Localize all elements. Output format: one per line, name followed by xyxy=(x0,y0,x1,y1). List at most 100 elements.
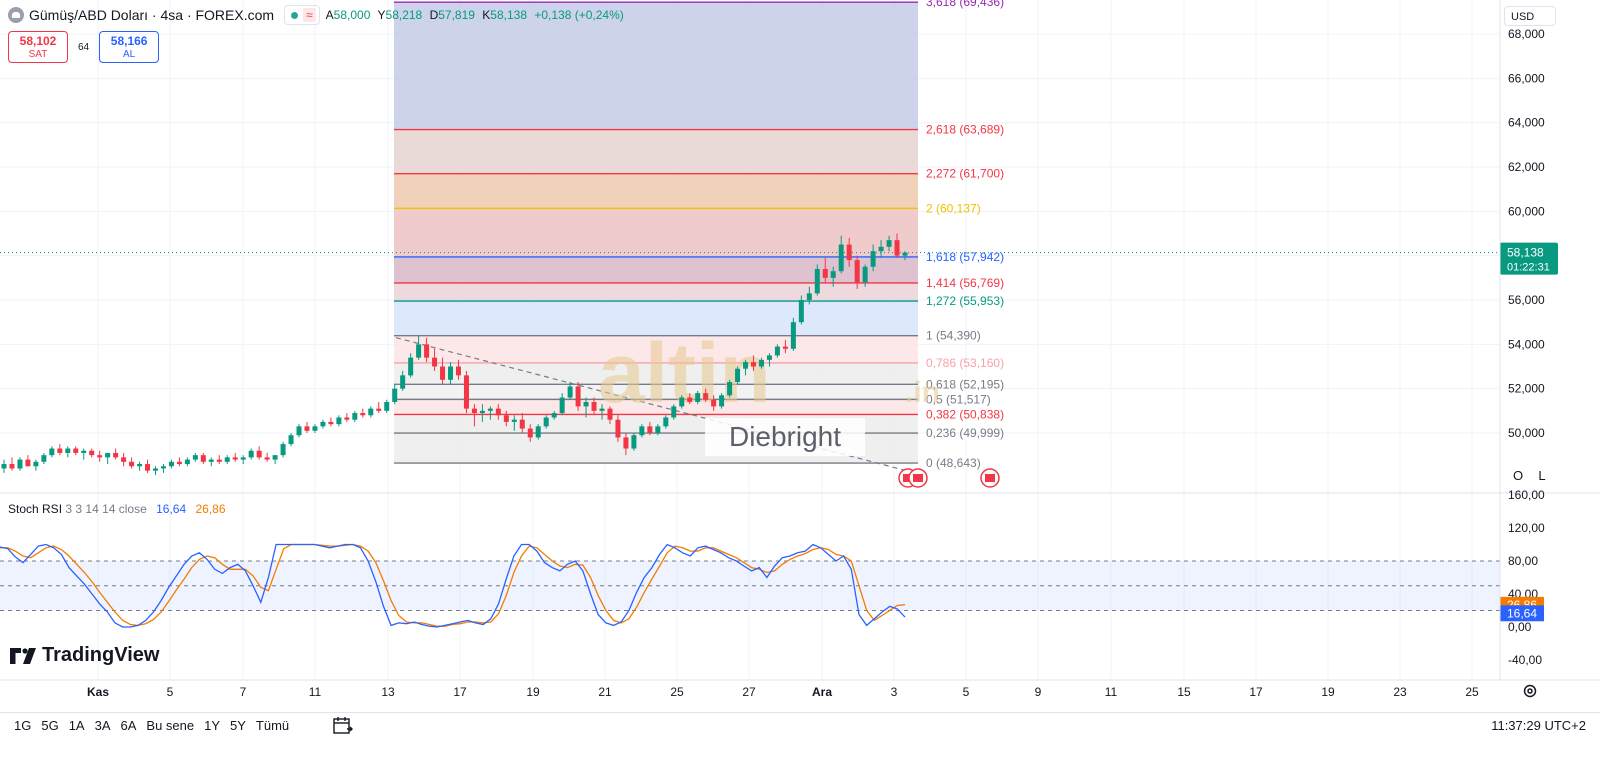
range-5y[interactable]: 5Y xyxy=(230,718,246,733)
candle-body xyxy=(647,426,653,433)
candle-body xyxy=(615,419,621,438)
candle-body xyxy=(782,346,788,349)
fib-level-label: 1,414 (56,769) xyxy=(926,276,1004,290)
candle-body xyxy=(790,322,796,349)
time-axis-label: 5 xyxy=(167,685,174,699)
stoch-axis-label: 0,00 xyxy=(1508,620,1532,634)
stoch-k-line xyxy=(0,543,906,628)
candle-body xyxy=(766,355,772,360)
candle-body xyxy=(17,459,23,469)
candle-body xyxy=(448,366,454,380)
candle-body xyxy=(416,344,422,358)
range-1y[interactable]: 1Y xyxy=(204,718,221,733)
time-axis-label: 17 xyxy=(453,685,467,699)
candle-body xyxy=(240,457,246,460)
candle-body xyxy=(862,266,868,283)
candle-body xyxy=(567,386,573,398)
time-axis-label: 25 xyxy=(670,685,684,699)
range-1g[interactable]: 1G xyxy=(14,718,32,733)
clock-display[interactable]: 11:37:29 UTC+2 xyxy=(1491,718,1586,733)
watermark-author: Diebright xyxy=(705,418,865,456)
candle-body xyxy=(352,413,358,420)
candle-body xyxy=(65,448,71,453)
candle-body xyxy=(623,437,629,449)
range-1a[interactable]: 1A xyxy=(68,718,85,733)
candle-body xyxy=(256,450,262,458)
fib-zone xyxy=(394,129,918,174)
settings-gear-icon[interactable] xyxy=(1522,683,1538,704)
candle-body xyxy=(400,375,406,389)
candle-body xyxy=(575,386,581,407)
panel-button-o[interactable]: O xyxy=(1512,468,1524,483)
price-axis-label: 52,000 xyxy=(1508,382,1545,396)
candle-body xyxy=(129,461,135,467)
candle-body xyxy=(9,464,15,469)
candle-body xyxy=(440,366,446,380)
range-3a[interactable]: 3A xyxy=(94,718,111,733)
time-axis-label: 5 xyxy=(963,685,970,699)
ohlc-values: A58,000 Y58,218 D57,819 K58,138 +0,138 (… xyxy=(325,8,624,22)
candle-body xyxy=(81,450,87,453)
calendar-icon[interactable] xyxy=(333,717,353,738)
candle-body xyxy=(89,450,95,456)
candle-body xyxy=(304,426,310,431)
time-axis-label: Kas xyxy=(87,685,109,699)
range-6a[interactable]: 6A xyxy=(120,718,137,733)
sell-button[interactable]: 58,102 SAT xyxy=(8,31,68,63)
spread-value: 64 xyxy=(78,41,90,53)
stoch-params: 3 3 14 14 close xyxy=(65,502,147,516)
fib-level-label: 1 (54,390) xyxy=(926,329,981,343)
currency-select[interactable]: USD xyxy=(1504,6,1556,26)
candle-body xyxy=(735,368,741,383)
panel-buttons: O L xyxy=(1509,466,1551,486)
candle-body xyxy=(248,450,254,458)
candle-body xyxy=(184,459,190,465)
stoch-k-tag xyxy=(1500,605,1544,622)
buy-button[interactable]: 58,166 AL xyxy=(99,31,160,63)
candle-body xyxy=(152,468,158,471)
stoch-rsi-legend[interactable]: Stoch RSI 3 3 14 14 close 16,64 26,86 xyxy=(8,502,226,516)
candle-body xyxy=(655,426,661,433)
time-axis-label: 21 xyxy=(598,685,612,699)
candle-body xyxy=(216,459,222,462)
market-open-icon xyxy=(291,11,299,19)
candle-body xyxy=(711,399,717,407)
time-axis-label: 23 xyxy=(1393,685,1407,699)
candle-body xyxy=(870,251,876,267)
range-5g[interactable]: 5G xyxy=(41,718,59,733)
candle-body xyxy=(344,417,350,420)
tradingview-logo-icon xyxy=(10,647,36,664)
time-axis-label: 27 xyxy=(742,685,756,699)
candle-body xyxy=(814,268,820,294)
candle-body xyxy=(113,452,119,458)
candle-body xyxy=(360,413,366,416)
candle-body xyxy=(33,461,39,467)
symbol-icon xyxy=(8,7,24,23)
candle-body xyxy=(527,428,533,438)
candle-body xyxy=(408,357,414,376)
stoch-k-tag-value: 16,64 xyxy=(1507,606,1537,620)
delay-icon: ≈ xyxy=(303,8,316,22)
candle-body xyxy=(663,417,669,427)
tradingview-logo[interactable]: TradingView xyxy=(10,644,159,667)
candle-body xyxy=(312,426,318,431)
candle-body xyxy=(631,435,637,449)
fib-zone xyxy=(394,282,918,302)
range-all[interactable]: Tümü xyxy=(255,718,290,733)
symbol-title[interactable]: Gümüş/ABD Doları · 4sa · FOREX.com xyxy=(29,7,275,23)
stoch-axis-label: 120,00 xyxy=(1508,521,1545,535)
candle-body xyxy=(471,408,477,414)
range-ytd[interactable]: Bu sene xyxy=(146,718,195,733)
candle-body xyxy=(160,466,166,469)
candle-body xyxy=(846,244,852,261)
market-status[interactable]: ≈ xyxy=(284,5,320,25)
candle-body xyxy=(703,393,709,400)
panel-button-l[interactable]: L xyxy=(1538,468,1546,483)
fib-level-label: 2 (60,137) xyxy=(926,201,981,215)
stoch-axis-label: 160,00 xyxy=(1508,488,1545,502)
candle-body xyxy=(838,244,844,272)
candle-body xyxy=(97,455,103,458)
candle-body xyxy=(695,393,701,402)
fib-level-label: 0,5 (51,517) xyxy=(926,392,991,406)
